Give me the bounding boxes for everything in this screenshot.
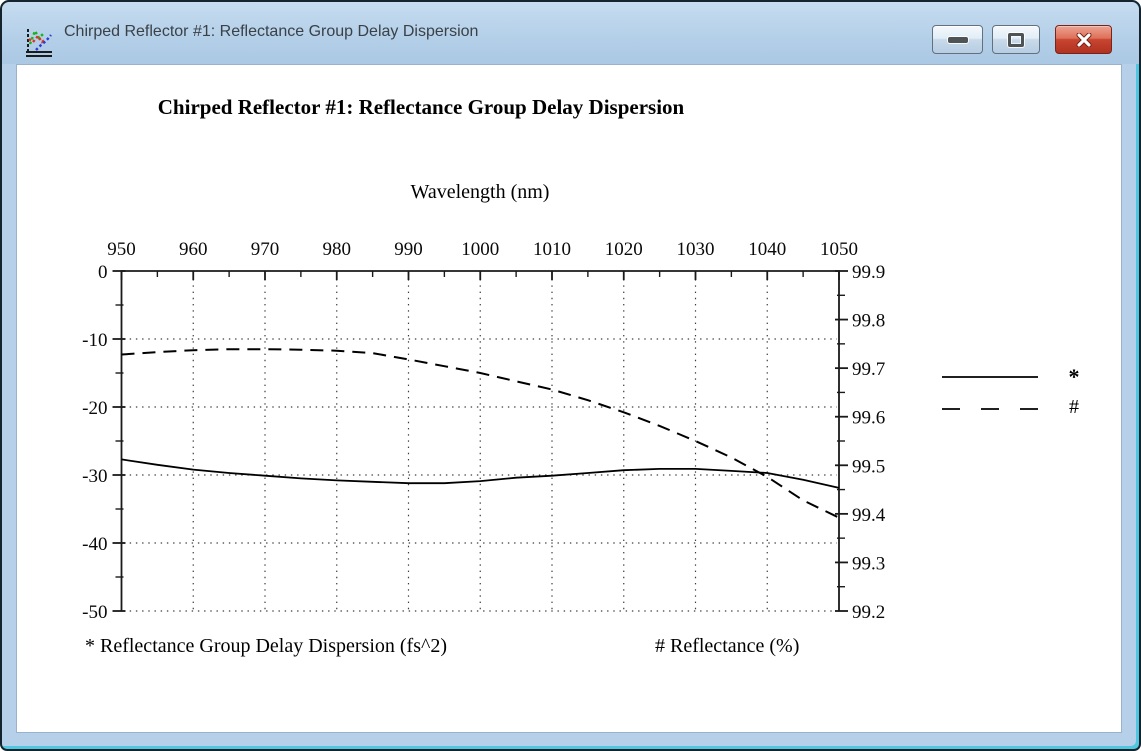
svg-text:99.4: 99.4 xyxy=(852,505,886,526)
left-tick-labels: 0 -10 -20 -30 -40 -50 xyxy=(82,262,107,623)
svg-text:980: 980 xyxy=(323,239,352,260)
svg-text:1050: 1050 xyxy=(820,239,858,260)
svg-text:-20: -20 xyxy=(82,398,107,419)
gdd-curve xyxy=(121,458,840,489)
chart-canvas: 950 960 970 980 990 1000 1010 1020 1030 1040 1050 0… xyxy=(16,64,1122,733)
svg-text:99.5: 99.5 xyxy=(852,456,885,477)
titlebar[interactable]: Chirped Reflector #1: Reflectance Group … xyxy=(2,2,1139,64)
left-axis-caption: * Reflectance Group Delay Dispersion (fs… xyxy=(85,635,448,657)
svg-text:99.7: 99.7 xyxy=(852,359,885,380)
close-icon xyxy=(1076,32,1091,47)
right-tick-labels: 99.9 99.8 99.7 99.6 99.5 99.4 99.3 99.2 xyxy=(852,262,886,623)
svg-text:1030: 1030 xyxy=(677,239,715,260)
x-tick-labels: 950 960 970 980 990 1000 1010 1020 1030 1040 1050 xyxy=(107,239,858,260)
svg-text:950: 950 xyxy=(107,239,136,260)
svg-text:990: 990 xyxy=(394,239,423,260)
minimize-button[interactable] xyxy=(932,25,983,54)
svg-text:1000: 1000 xyxy=(461,239,499,260)
minimize-icon xyxy=(947,36,968,43)
legend-symbol-reflectance: # xyxy=(1069,396,1079,418)
svg-text:99.9: 99.9 xyxy=(852,262,885,283)
maximize-icon xyxy=(1008,32,1024,47)
svg-text:99.8: 99.8 xyxy=(852,311,885,332)
svg-text:-40: -40 xyxy=(82,534,107,555)
close-button[interactable] xyxy=(1055,25,1112,54)
svg-text:1040: 1040 xyxy=(748,239,786,260)
svg-text:-10: -10 xyxy=(82,330,107,351)
svg-text:0: 0 xyxy=(98,262,108,283)
svg-text:1020: 1020 xyxy=(605,239,643,260)
svg-text:1010: 1010 xyxy=(533,239,571,260)
maximize-button[interactable] xyxy=(992,25,1040,54)
svg-text:99.3: 99.3 xyxy=(852,553,885,574)
axis-ticks xyxy=(112,270,848,612)
caption-buttons xyxy=(932,25,1112,54)
svg-text:960: 960 xyxy=(179,239,208,260)
right-axis-caption: # Reflectance (%) xyxy=(655,635,800,657)
svg-text:-50: -50 xyxy=(82,602,107,623)
gridlines xyxy=(123,273,837,612)
chart-title: Chirped Reflector #1: Reflectance Group … xyxy=(157,95,685,119)
svg-text:99.2: 99.2 xyxy=(852,602,885,623)
svg-text:99.6: 99.6 xyxy=(852,408,885,429)
plot-svg: 950 960 970 980 990 1000 1010 1020 1030 1040 1050 0… xyxy=(82,239,1038,623)
svg-text:-30: -30 xyxy=(82,466,107,487)
chart-app-icon xyxy=(24,26,56,58)
svg-text:970: 970 xyxy=(251,239,280,260)
x-axis-label: Wavelength (nm) xyxy=(410,181,550,203)
legend-symbol-gdd: * xyxy=(1068,364,1080,389)
legend xyxy=(942,376,1038,410)
window-title: Chirped Reflector #1: Reflectance Group … xyxy=(64,23,479,40)
reflectance-curve xyxy=(121,348,840,519)
